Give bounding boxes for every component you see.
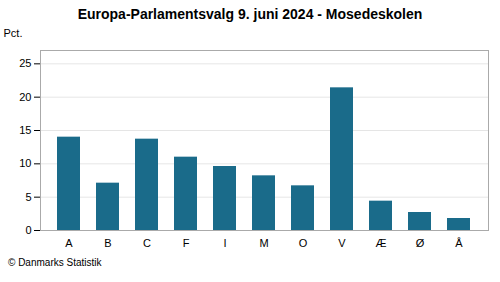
svg-text:Ø: Ø bbox=[416, 237, 425, 249]
svg-text:M: M bbox=[259, 237, 268, 249]
svg-text:V: V bbox=[338, 237, 346, 249]
svg-text:Å: Å bbox=[455, 237, 463, 249]
svg-text:B: B bbox=[104, 237, 111, 249]
html-text:Europa-Parlamentsvalg 9. juni: Europa-Parlamentsvalg 9. juni 2024 - Mos… bbox=[77, 6, 423, 22]
svg-text:Pct.: Pct. bbox=[4, 27, 23, 39]
svg-text:I: I bbox=[223, 237, 226, 249]
html-text:© Danmarks Statistik: © Danmarks Statistik bbox=[8, 257, 102, 268]
svg-text:10: 10 bbox=[19, 157, 31, 169]
svg-text:C: C bbox=[143, 237, 151, 249]
svg-text:25: 25 bbox=[19, 57, 31, 69]
svg-text:0: 0 bbox=[25, 224, 31, 236]
svg-text:5: 5 bbox=[25, 191, 31, 203]
svg-text:F: F bbox=[183, 237, 190, 249]
svg-text:O: O bbox=[299, 237, 308, 249]
svg-text:A: A bbox=[65, 237, 73, 249]
svg-text:Æ: Æ bbox=[376, 237, 387, 249]
svg-text:20: 20 bbox=[19, 91, 31, 103]
svg-text:15: 15 bbox=[19, 124, 31, 136]
